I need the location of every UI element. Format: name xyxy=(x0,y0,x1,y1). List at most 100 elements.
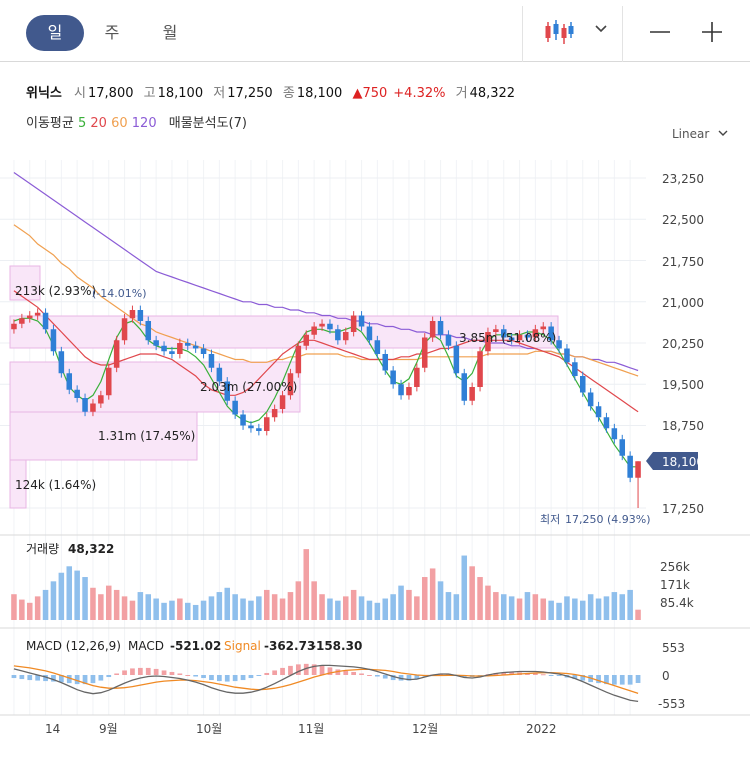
price-tick: 22,500 xyxy=(662,213,704,227)
candles xyxy=(11,305,641,508)
period-week-tab[interactable]: 주 xyxy=(104,23,120,42)
volume-bar xyxy=(169,600,175,620)
candle-body xyxy=(437,321,444,335)
macd-value: -521.02 xyxy=(170,639,221,653)
candle-body xyxy=(398,384,404,396)
macd-hist-value: -158.30 xyxy=(311,639,362,653)
macd-tick: 553 xyxy=(662,641,685,655)
candle-body xyxy=(595,406,602,418)
volume-bar xyxy=(177,598,183,620)
period-month-tab[interactable]: 월 xyxy=(162,23,178,42)
volume-bar xyxy=(263,589,270,620)
time-tick: 2022 xyxy=(526,722,557,736)
volume-value: 48,322 xyxy=(469,86,516,101)
profile-band xyxy=(9,459,27,509)
profile-label: 213k (2.93%) xyxy=(15,284,96,298)
volume-bar xyxy=(469,566,475,620)
macd-axis: 553 0 -553 xyxy=(658,641,685,711)
volume-bar xyxy=(398,585,404,620)
candle-body xyxy=(82,398,88,412)
candle-body xyxy=(42,312,49,330)
volume-profile-labels: 213k (2.93%) (-14.01%) 3.85m (51.08%) 2.… xyxy=(15,284,556,492)
low-marker-value: 17,250 (4.93%) xyxy=(565,513,651,526)
macd-histogram-bar xyxy=(161,670,167,675)
period-day-tab[interactable]: 일 xyxy=(26,15,84,51)
candle-body xyxy=(161,345,167,352)
volume-bar xyxy=(19,599,25,620)
candle-body xyxy=(121,318,128,341)
volume-bar xyxy=(335,600,341,620)
current-price-value: 18,100 xyxy=(662,455,704,469)
candle-body xyxy=(350,315,357,332)
zoom-out-icon[interactable] xyxy=(642,14,678,50)
volume-bar xyxy=(121,596,128,620)
volume-bar xyxy=(74,570,80,620)
volume-bar xyxy=(271,594,278,620)
candle-body xyxy=(540,326,547,330)
volume-bar xyxy=(493,592,499,620)
candle-body xyxy=(311,326,317,335)
volume-panel-label: 거래량 xyxy=(26,542,59,556)
volume-bar xyxy=(406,589,412,620)
macd-histogram-bar xyxy=(193,675,199,677)
zoom-in-icon[interactable] xyxy=(694,14,730,50)
volume-bar xyxy=(224,587,231,620)
candle-body xyxy=(169,351,175,354)
candle-body xyxy=(461,373,468,401)
volume-bar xyxy=(437,581,444,620)
macd-histogram-bar xyxy=(177,673,183,675)
candle-body xyxy=(611,428,618,440)
volume-bar xyxy=(295,581,302,620)
volume-bar xyxy=(153,598,159,620)
candle-body xyxy=(145,321,152,341)
volume-bar xyxy=(414,596,420,620)
volume-bar xyxy=(572,598,578,620)
open-value: 17,800 xyxy=(88,86,134,101)
ma20-legend: 20 xyxy=(90,116,107,131)
volume-bar xyxy=(287,592,294,620)
volume-bar xyxy=(366,600,373,620)
price-tick: 23,250 xyxy=(662,172,704,186)
macd-histogram-bar xyxy=(540,674,546,676)
scale-selector[interactable]: Linear xyxy=(672,127,729,141)
chevron-down-icon[interactable] xyxy=(592,20,610,38)
macd-histogram-bar xyxy=(572,675,578,680)
macd-histogram-bar xyxy=(390,675,396,681)
macd-histogram-bar xyxy=(82,675,88,685)
candle-body xyxy=(34,312,41,316)
volume-bars xyxy=(11,549,641,620)
volume-bar xyxy=(603,596,610,620)
macd-histogram-bar xyxy=(114,673,120,675)
macd-histogram-bar xyxy=(256,675,262,676)
candle-body xyxy=(421,337,428,368)
candle-body xyxy=(303,334,310,346)
candle-body xyxy=(153,340,159,346)
profile-label: 1.31m (17.45%) xyxy=(98,429,195,443)
macd-histogram-bar xyxy=(185,675,191,676)
volume-bar xyxy=(524,592,531,620)
candle-body xyxy=(224,381,231,401)
stock-name: 위닉스 xyxy=(26,86,62,101)
candle-body xyxy=(256,428,262,431)
candle-body xyxy=(50,329,57,352)
volume-bar xyxy=(137,592,144,620)
macd-histogram-bar xyxy=(335,669,341,675)
macd-histogram-bar xyxy=(51,675,56,682)
candle-body xyxy=(516,334,523,341)
current-price-tag: 18,100 xyxy=(646,452,704,470)
volume-bar xyxy=(279,598,286,620)
macd-histogram-bar xyxy=(548,675,554,676)
volume-bar xyxy=(11,594,17,620)
candlestick-chart-type-icon[interactable] xyxy=(544,18,574,46)
profile-band xyxy=(9,265,41,301)
volume-tick: 256k xyxy=(660,560,690,574)
volume-bar xyxy=(548,600,554,620)
macd-histogram-bar xyxy=(264,672,270,675)
volume-bar xyxy=(556,602,562,620)
macd-histogram-bar xyxy=(153,668,159,675)
ma-legend-label: 이동평균 xyxy=(26,116,74,131)
candle-body xyxy=(587,392,594,407)
profile-label: 3.85m (51.08%) xyxy=(459,331,556,345)
candle-body xyxy=(406,387,412,396)
